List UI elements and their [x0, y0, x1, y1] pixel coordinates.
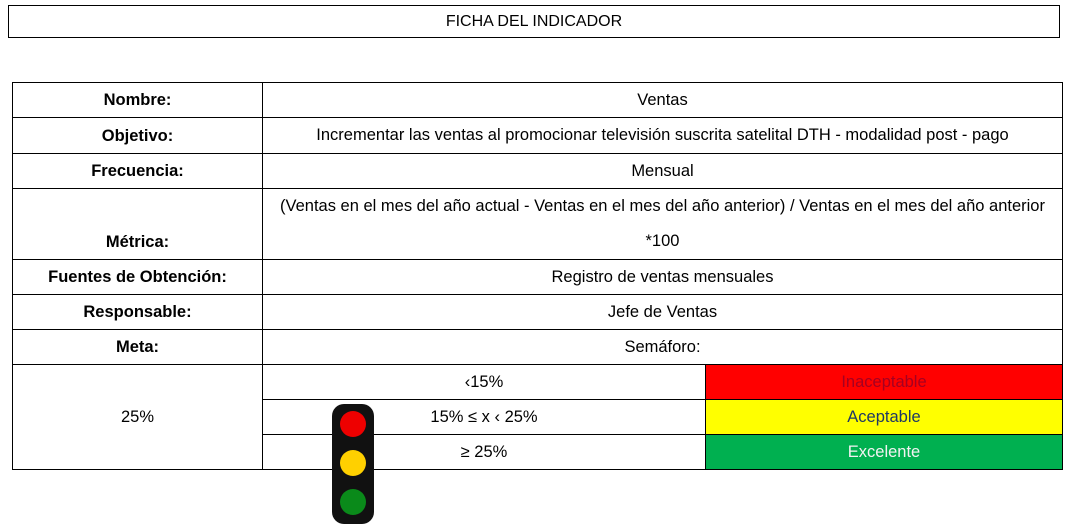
field-label: Meta: [12, 329, 263, 365]
table-row: Meta: Semáforo: [12, 329, 1063, 365]
table-row: Objetivo: Incrementar las ventas al promo… [12, 117, 1063, 154]
range: ‹15% [262, 364, 706, 400]
status: Inaceptable [705, 364, 1063, 400]
field-label: Métrica: [12, 188, 263, 260]
field-label: Objetivo: [12, 117, 263, 154]
field-value: (Ventas en el mes del año actual - Venta… [262, 188, 1063, 260]
traffic-light [332, 404, 374, 524]
green-lamp [340, 489, 366, 515]
field-label: Fuentes de Obtención: [12, 259, 263, 295]
semaforo-row: 25% ‹15% Inaceptable [12, 364, 1063, 470]
field-value: Incrementar las ventas al promocionar te… [262, 117, 1063, 154]
field-label: Nombre: [12, 82, 263, 118]
field-value: Jefe de Ventas [262, 294, 1063, 330]
field-value: Ventas [262, 82, 1063, 118]
field-value: Semáforo: [262, 329, 1063, 365]
table-row: Métrica: (Ventas en el mes del año actual… [12, 188, 1063, 260]
range: 15% ≤ x ‹ 25% [262, 399, 706, 435]
table-row: Frecuencia: Mensual [12, 153, 1063, 189]
yellow-lamp [340, 450, 366, 476]
range: ≥ 25% [262, 434, 706, 470]
field-value: Mensual [262, 153, 1063, 189]
status: Aceptable [705, 399, 1063, 435]
table-row: Fuentes de Obtención: Registro de ventas … [12, 259, 1063, 295]
status: Excelente [705, 434, 1063, 470]
goal-value: 25% [12, 364, 263, 470]
table-body: Nombre: Ventas Objetivo: Incrementar las ve… [12, 82, 1063, 470]
sheet-title: FICHA DEL INDICADOR [8, 5, 1060, 38]
table-row: Responsable: Jefe de Ventas [12, 294, 1063, 330]
table-row: Nombre: Ventas [12, 82, 1063, 118]
field-label: Frecuencia: [12, 153, 263, 189]
red-lamp [340, 411, 366, 437]
indicator-table: Nombre: Ventas Objetivo: Incrementar las ve… [12, 82, 1063, 470]
field-value: Registro de ventas mensuales [262, 259, 1063, 295]
field-label: Responsable: [12, 294, 263, 330]
